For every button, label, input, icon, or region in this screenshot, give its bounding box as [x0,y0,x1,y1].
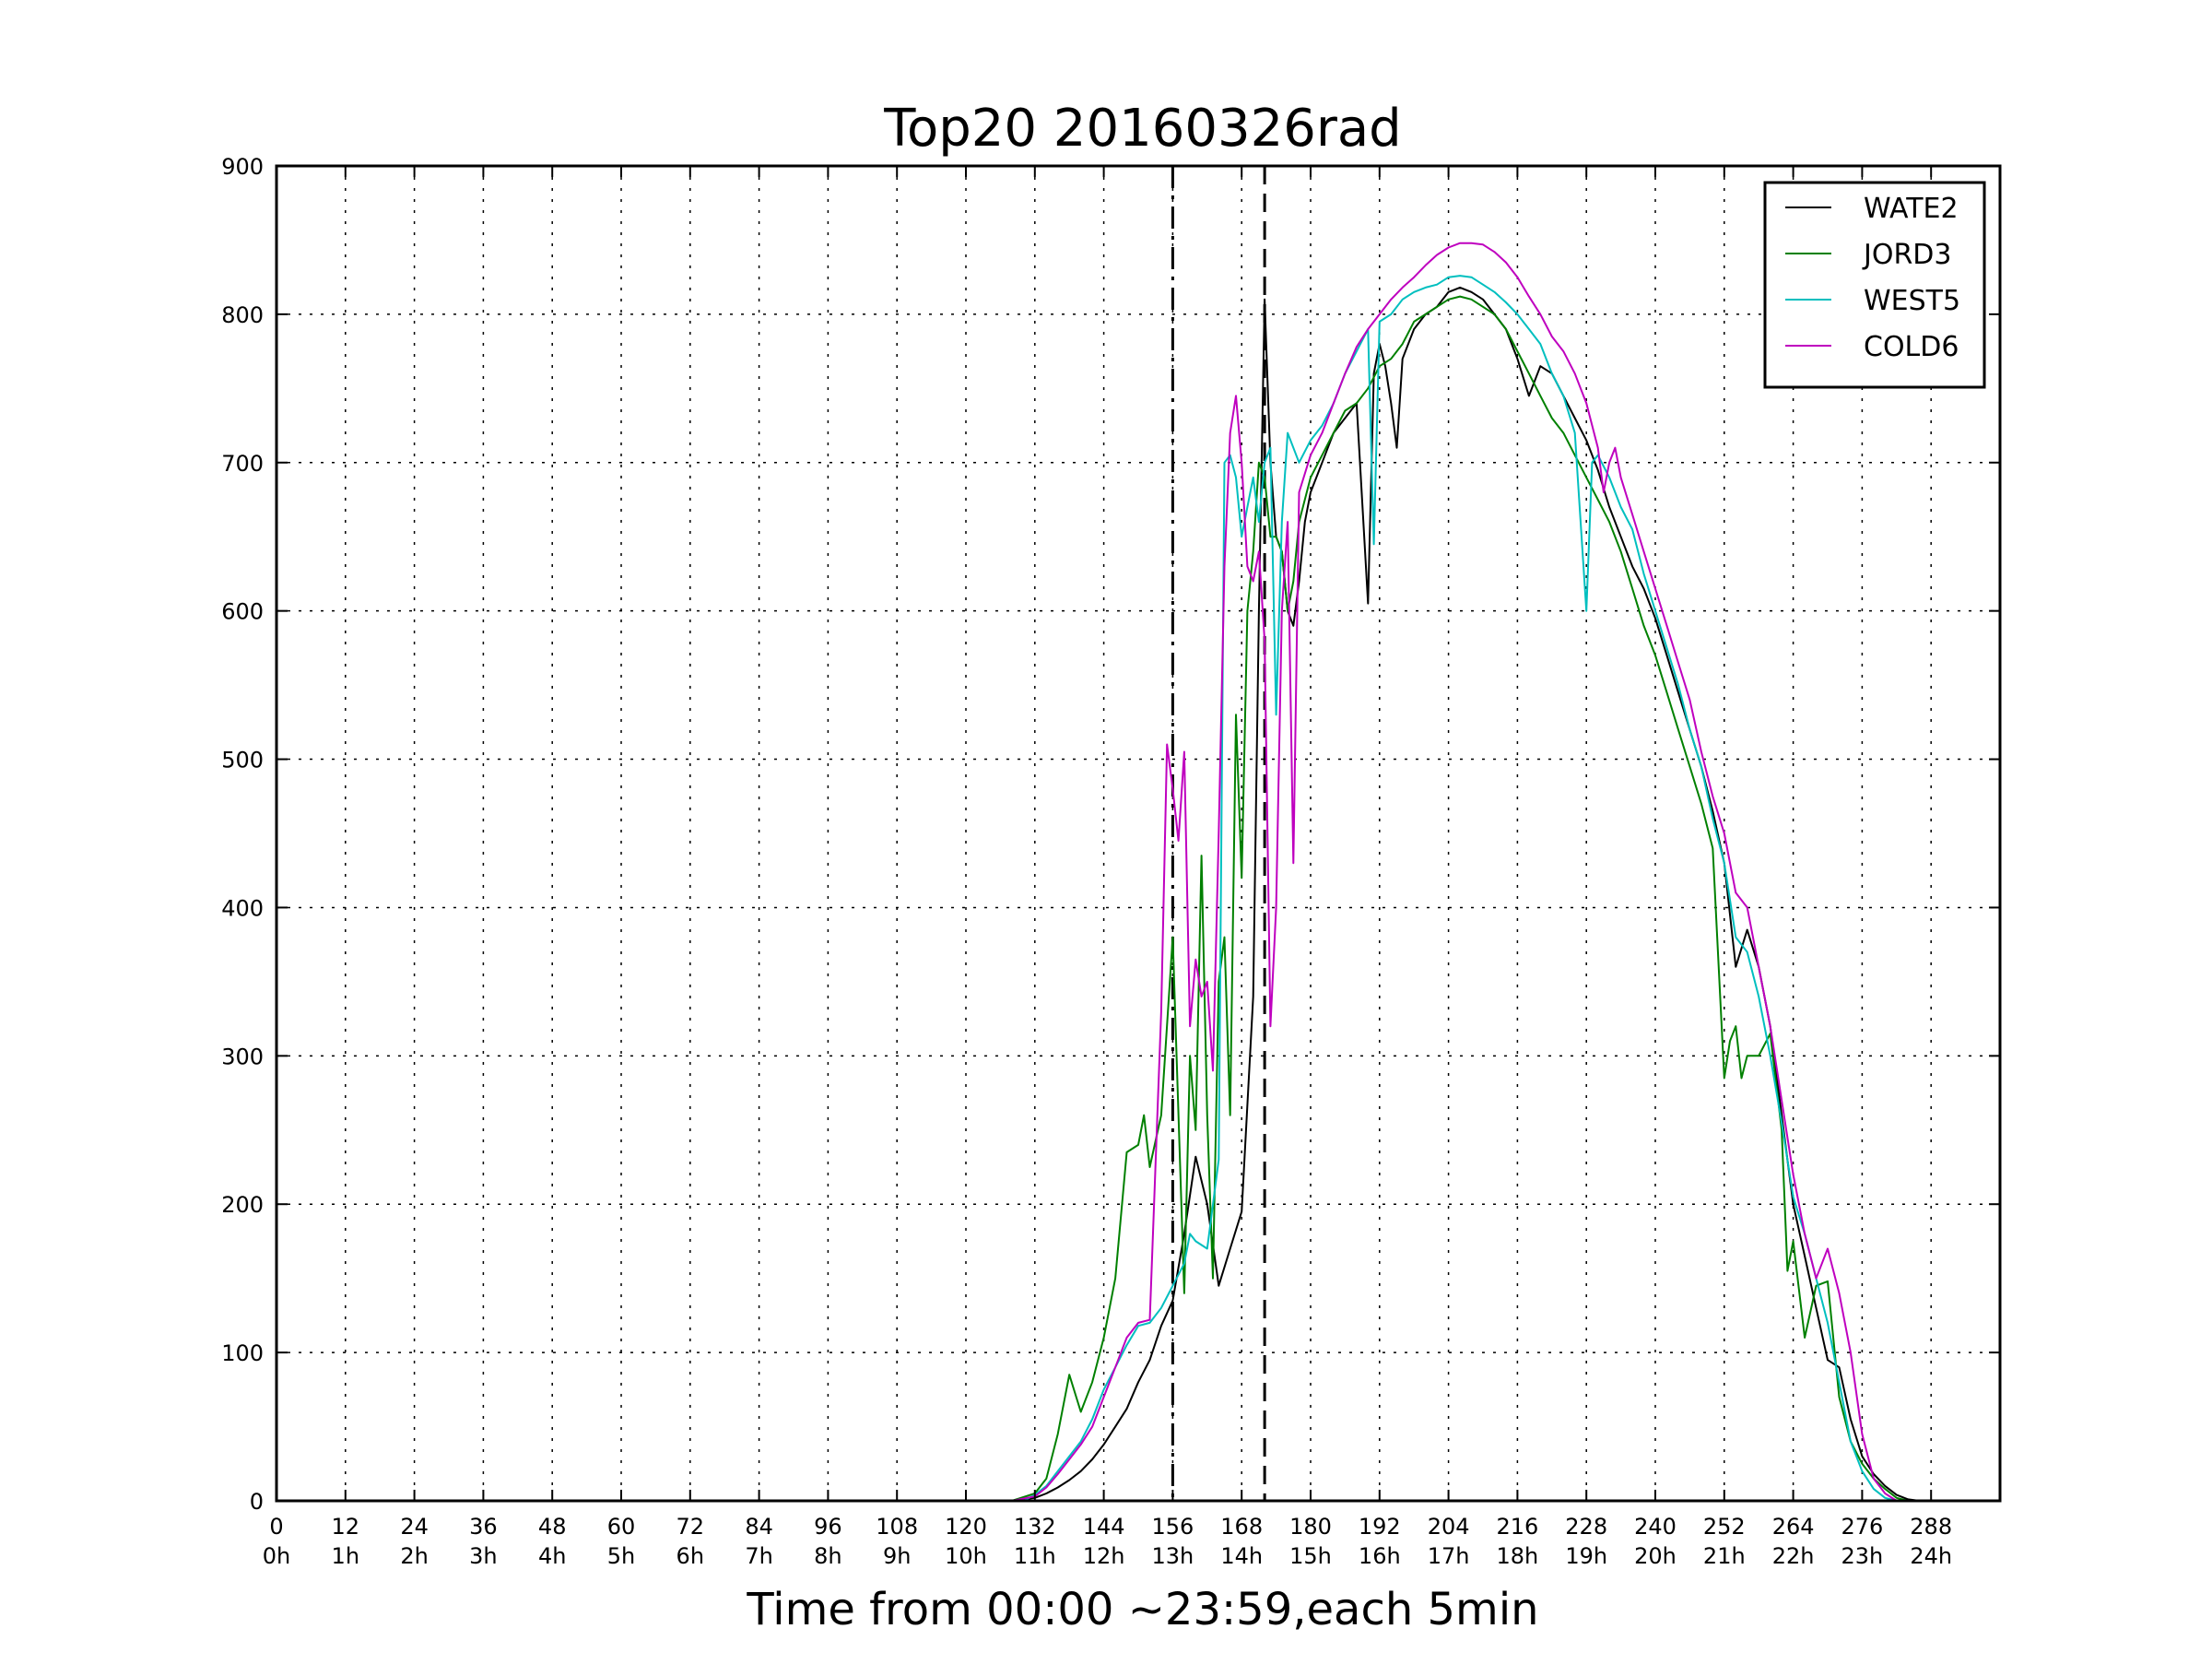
x-tick-label: 0 [269,1514,283,1540]
x-tick-label: 252 [1703,1514,1746,1540]
legend-box [1763,181,1986,389]
vertical-markers [1171,166,1266,1501]
y-tick-label: 0 [250,1489,264,1515]
axis-ticks [276,165,2000,1502]
x-tick-label: 24 [400,1514,429,1540]
x-tick-hour-label: 10h [945,1543,987,1569]
x-tick-hour-label: 3h [469,1543,497,1569]
y-tick-label: 400 [221,895,264,921]
x-tick-label: 156 [1151,1514,1194,1540]
x-tick-hour-label: 24h [1910,1543,1952,1569]
x-tick-hour-label: 8h [814,1543,841,1569]
x-tick-hour-label: 11h [1014,1543,1056,1569]
legend: WATE2 JORD3 WEST5 COLD6 [1763,181,1986,389]
y-tick-label: 100 [221,1340,264,1366]
x-tick-hour-label: 1h [332,1543,359,1569]
series-line-wate2 [276,286,1920,1502]
y-tick-label: 500 [221,748,264,773]
x-axis-label: Time from 00:00 ~23:59,each 5min [746,1584,1538,1635]
x-tick-hour-label: 5h [607,1543,635,1569]
x-tick-label: 204 [1428,1514,1470,1540]
x-tick-label: 264 [1772,1514,1815,1540]
x-tick-label: 240 [1634,1514,1677,1540]
x-tick-label: 276 [1841,1514,1883,1540]
x-tick-label: 48 [538,1514,567,1540]
x-tick-label: 132 [1014,1514,1056,1540]
x-tick-hour-label: 16h [1359,1543,1401,1569]
x-tick-label: 228 [1565,1514,1607,1540]
y-tick-label: 700 [221,451,264,477]
x-tick-hour-label: 22h [1772,1543,1815,1569]
x-tick-hour-label: 7h [745,1543,772,1569]
chart-title: Top20 20160326rad [883,99,1401,159]
x-tick-hour-label: 18h [1497,1543,1539,1569]
x-tick-label: 216 [1496,1514,1538,1540]
legend-label: COLD6 [1864,331,1959,363]
x-tick-hour-label: 12h [1083,1543,1125,1569]
y-tick-label: 900 [221,154,264,180]
series-line-jord3 [276,295,1909,1502]
x-tick-hour-label: 6h [677,1543,704,1569]
x-tick-label: 144 [1083,1514,1125,1540]
x-tick-hour-label: 0h [263,1543,290,1569]
x-tick-hour-label: 15h [1289,1543,1332,1569]
x-tick-hour-label: 21h [1703,1543,1746,1569]
x-tick-label: 120 [945,1514,987,1540]
x-tick-hour-label: 9h [883,1543,911,1569]
x-tick-label: 12 [332,1514,360,1540]
legend-label: WATE2 [1864,193,1959,225]
series-line-cold6 [276,242,1898,1502]
x-tick-label: 60 [607,1514,636,1540]
x-tick-hour-label: 13h [1152,1543,1194,1569]
x-tick-label: 192 [1359,1514,1401,1540]
x-tick-labels: 0 0h 12 1h 24 2h 36 3h 48 4h 60 5h 72 6h 84 7h 96 8h 108 9h… [263,1514,1952,1569]
x-tick-hour-label: 17h [1428,1543,1470,1569]
series-line-west5 [276,275,1898,1502]
y-tick-labels: 0 100 200 300 400 500 600 700 800 900 [221,154,264,1515]
legend-label: JORD3 [1862,239,1952,271]
y-tick-label: 200 [221,1192,264,1218]
x-tick-hour-label: 4h [538,1543,566,1569]
x-tick-label: 72 [677,1514,705,1540]
x-tick-label: 96 [814,1514,842,1540]
y-tick-label: 300 [221,1044,264,1069]
x-tick-label: 36 [469,1514,498,1540]
legend-label: WEST5 [1864,285,1960,317]
y-tick-label: 800 [221,302,264,328]
x-tick-label: 84 [745,1514,773,1540]
x-tick-label: 168 [1220,1514,1263,1540]
x-tick-hour-label: 2h [400,1543,428,1569]
x-tick-hour-label: 20h [1634,1543,1677,1569]
y-tick-label: 600 [221,599,264,625]
x-tick-label: 180 [1289,1514,1332,1540]
x-tick-label: 108 [876,1514,918,1540]
series-lines [276,242,1920,1502]
x-tick-hour-label: 19h [1565,1543,1607,1569]
x-tick-label: 288 [1910,1514,1952,1540]
x-tick-hour-label: 23h [1841,1543,1884,1569]
plot-area-frame [275,164,2002,1503]
x-tick-hour-label: 14h [1220,1543,1263,1569]
